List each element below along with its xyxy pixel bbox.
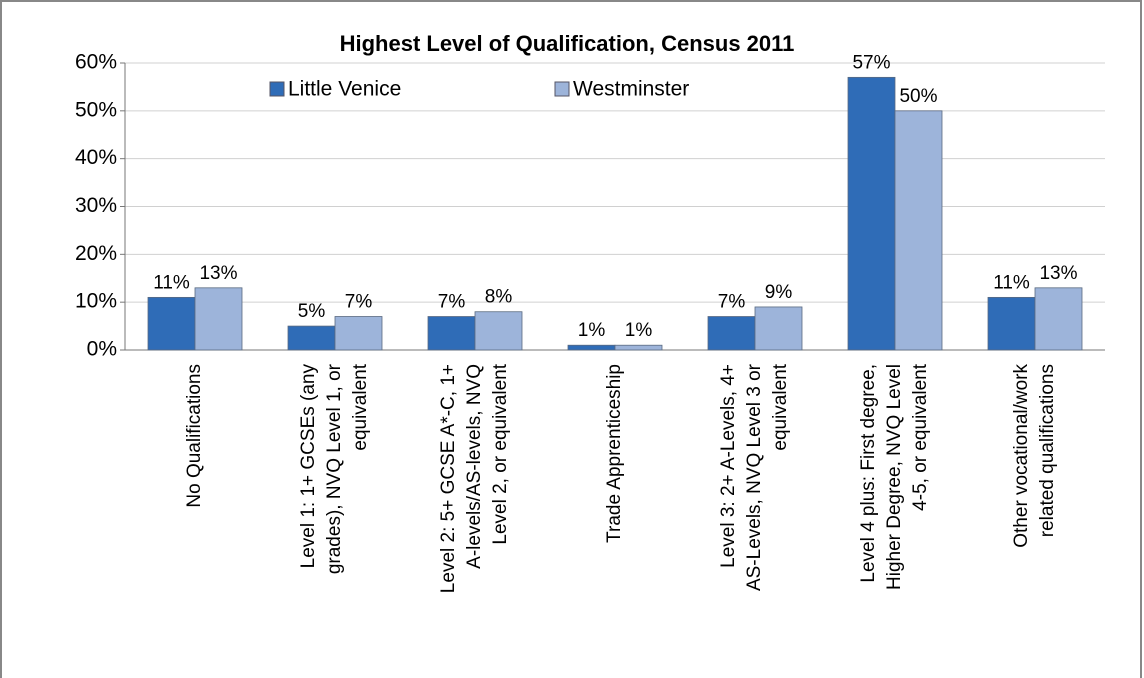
bar [847, 76, 896, 351]
bar [147, 296, 196, 351]
data-label: 7% [718, 292, 746, 313]
y-tick-label: 40% [75, 146, 117, 169]
x-tick-label: Level 1: 1+ GCSEs (any grades), NVQ Level… [298, 363, 371, 574]
bar [287, 325, 336, 351]
bar [894, 110, 943, 351]
x-tick-label: Other vocational/work related qualificati… [1011, 364, 1058, 548]
bar [754, 306, 803, 351]
x-tick-label: Level 2: 5+ GCSE A*-C, 1+ A-levels/AS-lev… [438, 363, 511, 593]
data-label: 11% [153, 272, 190, 293]
x-tick-label: Level 3: 2+ A-Levels, 4+ AS-Levels, NVQ L… [718, 363, 791, 591]
data-label: 7% [438, 292, 466, 313]
data-label: 8% [485, 287, 513, 308]
legend-label: Westminster [573, 78, 689, 101]
x-tick-label: Level 4 plus: First degree, Higher Degree… [858, 363, 931, 590]
bar [567, 344, 616, 351]
legend-label: Little Venice [288, 78, 401, 101]
bar [427, 316, 476, 351]
y-tick-label: 20% [75, 242, 117, 265]
legend-swatch [554, 81, 570, 97]
chart-title: Highest Level of Qualification, Census 2… [340, 31, 795, 56]
bar [614, 344, 663, 351]
x-tick-label: No Qualifications [184, 364, 205, 508]
bar [334, 316, 383, 351]
bar [987, 296, 1036, 351]
data-label: 5% [298, 301, 326, 322]
bar [1034, 287, 1083, 351]
data-label: 13% [199, 263, 237, 284]
y-tick-label: 50% [75, 98, 117, 121]
legend-swatch [269, 81, 285, 97]
y-tick-label: 10% [75, 290, 117, 313]
data-label: 1% [578, 320, 606, 341]
data-label: 7% [345, 292, 373, 313]
bar [707, 316, 756, 351]
x-tick-label: Trade Apprenticeship [604, 364, 625, 543]
data-label: 1% [625, 320, 653, 341]
y-tick-label: 30% [75, 194, 117, 217]
bar [194, 287, 243, 351]
data-label: 57% [852, 52, 890, 73]
data-label: 9% [765, 282, 793, 303]
data-label: 50% [899, 86, 937, 107]
y-tick-label: 0% [87, 338, 117, 361]
y-tick-label: 60% [75, 51, 117, 74]
bar [474, 311, 523, 351]
data-label: 13% [1039, 263, 1077, 284]
data-label: 11% [993, 272, 1030, 293]
